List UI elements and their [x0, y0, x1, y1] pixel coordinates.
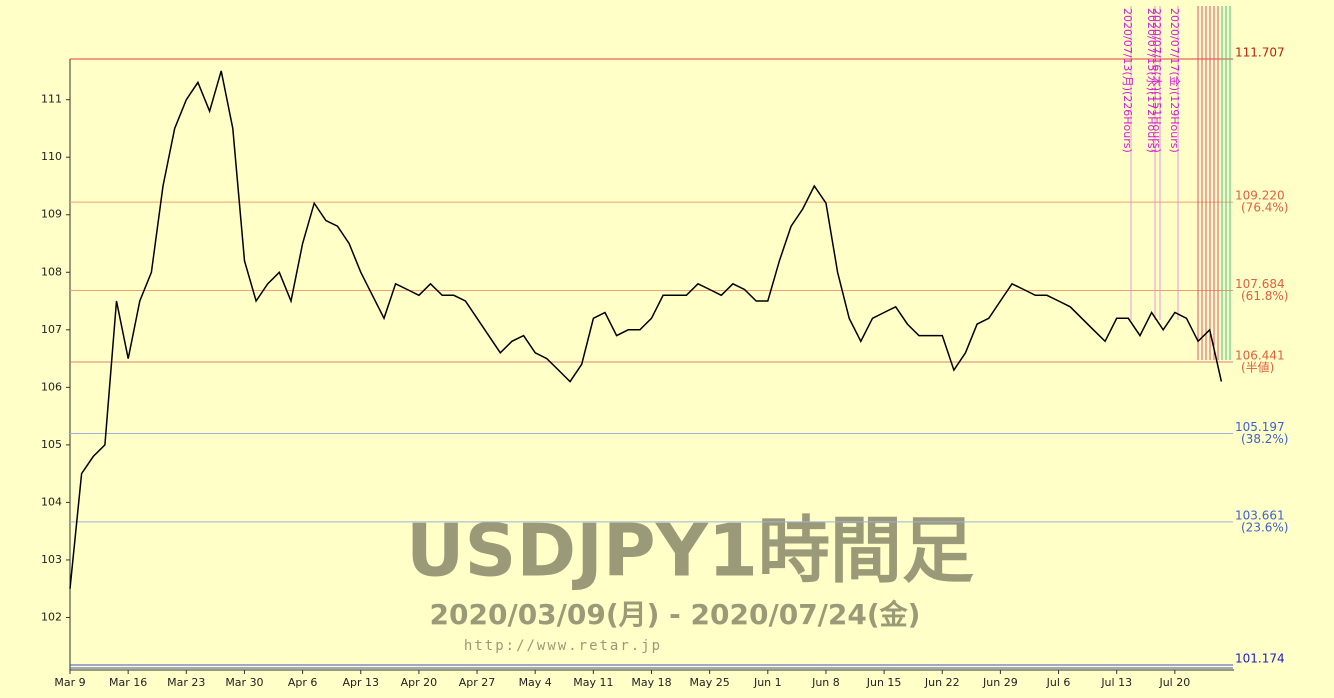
marker-label: 2020/07/15(水)(172Hours)	[1145, 8, 1158, 153]
x-tick-label: Jun 22	[924, 676, 960, 689]
price-line	[69, 70, 1223, 589]
y-tick-label: 111	[41, 93, 62, 106]
y-tick-label: 105	[41, 438, 62, 451]
x-tick-label: Apr 27	[459, 676, 496, 689]
x-tick-label: May 11	[573, 676, 613, 689]
level-note: (23.6%)	[1241, 520, 1288, 534]
level-label: 106.441	[1235, 348, 1285, 362]
y-tick-label: 103	[41, 553, 62, 566]
level-note: (76.4%)	[1241, 201, 1288, 215]
level-label: 101.174	[1235, 652, 1285, 666]
level-label: 111.707	[1235, 46, 1285, 60]
x-tick-label: Mar 16	[109, 676, 147, 689]
x-tick-label: Jun 8	[811, 676, 840, 689]
level-note: (半値)	[1241, 359, 1274, 374]
x-tick-label: Jul 6	[1046, 676, 1071, 689]
x-tick-label: Jun 29	[982, 676, 1018, 689]
y-tick-label: 102	[41, 610, 62, 623]
y-tick-label: 109	[41, 208, 62, 221]
marker-label: 2020/07/13(月)(226Hours)	[1121, 8, 1134, 153]
x-tick-label: Mar 30	[225, 676, 263, 689]
x-tick-label: May 25	[690, 676, 730, 689]
x-tick-label: Jun 1	[753, 676, 782, 689]
y-tick-label: 108	[41, 265, 62, 278]
marker-label: 2020/07/17(金)(129Hours)	[1168, 8, 1182, 153]
x-tick-label: Apr 13	[342, 676, 379, 689]
level-label: 105.197	[1235, 420, 1285, 434]
watermark-source: http://www.retar.jp	[464, 638, 662, 654]
y-tick-label: 106	[41, 380, 62, 393]
level-note: (38.2%)	[1241, 432, 1288, 446]
x-tick-label: May 18	[631, 676, 671, 689]
x-tick-label: Mar 9	[54, 676, 85, 689]
y-tick-label: 104	[41, 495, 62, 508]
watermark-subtitle: 2020/03/09(月) - 2020/07/24(金)	[430, 598, 921, 631]
x-tick-label: May 4	[519, 676, 552, 689]
y-tick-label: 110	[41, 150, 62, 163]
x-tick-label: Apr 6	[288, 676, 318, 689]
level-label: 107.684	[1235, 277, 1285, 291]
y-tick-label: 107	[41, 323, 62, 336]
level-label: 103.661	[1235, 508, 1285, 522]
x-tick-label: Jun 15	[866, 676, 902, 689]
x-tick-label: Apr 20	[401, 676, 438, 689]
level-label: 109.220	[1235, 189, 1285, 203]
watermark-title: USDJPY1時間足	[406, 509, 974, 593]
x-tick-label: Jul 20	[1158, 676, 1190, 689]
level-note: (61.8%)	[1241, 289, 1288, 303]
x-tick-label: Jul 13	[1100, 676, 1132, 689]
x-tick-label: Mar 23	[167, 676, 205, 689]
marker-label: 2020/07/16(木)(151Hours)	[1150, 8, 1163, 153]
